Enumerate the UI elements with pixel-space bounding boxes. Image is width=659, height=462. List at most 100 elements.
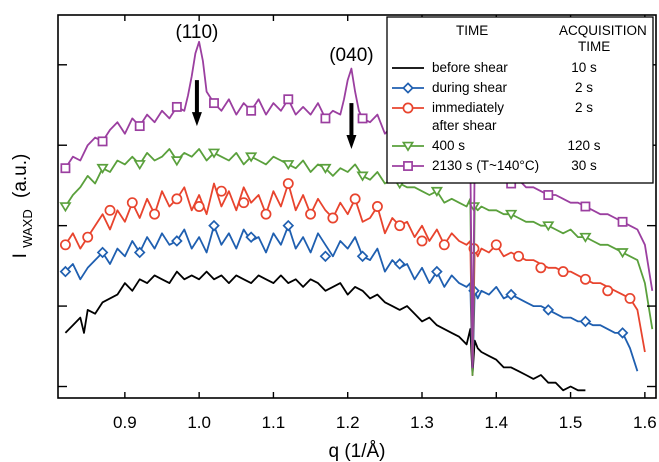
series-4-marker: [617, 216, 628, 227]
legend-header-acquisition-time: TIME: [578, 39, 610, 54]
series-4-marker: [60, 163, 71, 174]
series-2-marker: [490, 239, 502, 251]
series-2-marker: [282, 178, 294, 189]
series-1-marker: [356, 250, 369, 263]
series-4-marker: [580, 201, 591, 212]
series-2-marker: [371, 201, 383, 212]
series-2-marker: [149, 208, 161, 220]
series-2-marker: [624, 292, 636, 304]
series-4-marker: [134, 121, 145, 132]
series-1-marker: [579, 315, 592, 328]
series-4-marker: [320, 113, 331, 124]
legend-acq-2: 2 s: [575, 100, 593, 115]
legend-acq-1: 2 s: [575, 80, 593, 95]
series-1-marker: [282, 219, 295, 232]
series-2-marker: [602, 285, 614, 297]
y-axis-title-sub: WAXD: [20, 209, 35, 248]
series-1-marker: [171, 235, 183, 247]
legend-header-acquisition: ACQUISITION: [559, 23, 647, 38]
x-tick-label: 0.9: [113, 413, 137, 432]
series-1-marker: [208, 219, 220, 232]
x-tick-label: 1.3: [410, 413, 434, 432]
legend-label-2-line2: after shear: [432, 118, 497, 133]
series-2-marker: [126, 197, 138, 209]
series-layer: [59, 40, 654, 392]
series-3-marker: [505, 209, 518, 220]
series-4-marker: [283, 94, 294, 105]
annotation-layer: (110) (040): [175, 22, 374, 150]
legend-label-1: during shear: [432, 80, 508, 95]
series-1-marker: [542, 304, 555, 316]
series-2-marker: [305, 208, 317, 220]
series-2-marker: [349, 193, 361, 205]
series-4-marker: [543, 190, 554, 200]
peak-label-0: (110): [175, 22, 218, 43]
y-axis-title-unit: (a.u.): [10, 154, 31, 198]
series-4-marker: [209, 98, 219, 109]
legend-header-time: TIME: [456, 23, 488, 38]
x-tick-label: 1.6: [633, 413, 657, 432]
y-axis-title-main: I: [10, 253, 31, 258]
legend-marker-1: [402, 82, 414, 94]
legend-marker-3: [401, 141, 415, 152]
series-1-marker: [393, 258, 406, 270]
legend-row-3: 400 s 120 s: [392, 138, 601, 153]
series-3-marker: [245, 152, 258, 163]
legend-acq-0: 10 s: [571, 60, 597, 75]
series-2-marker: [438, 239, 450, 251]
series-2-marker: [579, 273, 591, 285]
series-3-marker: [616, 248, 629, 259]
x-axis: 0.9 1.0 1.1 1.2 1.3 1.4 1.5 1.6: [113, 15, 657, 432]
series-2-marker: [215, 185, 227, 197]
series-1-marker: [431, 265, 443, 278]
series-3-marker: [319, 163, 332, 174]
series-0: [64, 270, 586, 392]
series-2-marker: [171, 193, 183, 205]
series-4-marker: [97, 136, 108, 147]
legend-row-0: before shear 10 s: [392, 60, 597, 75]
series-2: [59, 178, 646, 376]
series-2-marker: [513, 250, 525, 262]
series-3-marker: [542, 221, 555, 232]
series-3-marker: [59, 202, 72, 213]
x-axis-title: q (1/Å): [328, 441, 385, 462]
series-3-marker: [96, 163, 109, 174]
series-1-marker: [616, 327, 629, 339]
x-tick-label: 1.2: [336, 413, 360, 432]
series-2-marker: [557, 266, 569, 278]
x-tick-label: 1.0: [187, 413, 211, 432]
legend-acq-4: 30 s: [571, 158, 597, 173]
series-4-marker: [246, 105, 257, 116]
series-2-marker: [238, 197, 250, 209]
series-3-marker: [430, 186, 443, 197]
legend-marker-4: [403, 161, 413, 171]
series-1-marker: [133, 246, 146, 259]
x-tick-label: 1.5: [559, 413, 583, 432]
legend-row-1: during shear 2 s: [392, 80, 593, 95]
series-2-marker: [416, 235, 428, 247]
series-1-marker: [319, 250, 332, 263]
peak-label-1: (040): [329, 45, 373, 66]
y-axis-title: I WAXD (a.u.): [10, 154, 37, 259]
series-1-marker: [505, 288, 517, 301]
series-2-marker: [193, 201, 205, 212]
series-4-marker: [171, 101, 182, 112]
peak-arrow-head-0: [191, 112, 202, 127]
series-2-marker: [59, 239, 71, 251]
legend-label-2: immediately: [432, 100, 504, 115]
series-3-marker: [133, 160, 146, 171]
series-2-marker: [104, 204, 116, 216]
series-3-marker: [579, 232, 592, 243]
series-3-marker: [356, 171, 369, 182]
series-1-marker: [245, 231, 257, 243]
series-2-marker: [535, 262, 547, 274]
series-4-marker: [357, 113, 368, 124]
series-3-marker: [282, 160, 295, 171]
legend-label-4: 2130 s (T~140°C): [432, 158, 539, 173]
series-3-marker: [170, 156, 183, 167]
series-2-marker: [82, 231, 94, 243]
series-2-marker: [394, 220, 406, 232]
legend-row-2: immediately 2 s after shear: [392, 100, 593, 133]
series-1-marker: [96, 246, 109, 259]
legend-acq-3: 120 s: [567, 138, 600, 153]
